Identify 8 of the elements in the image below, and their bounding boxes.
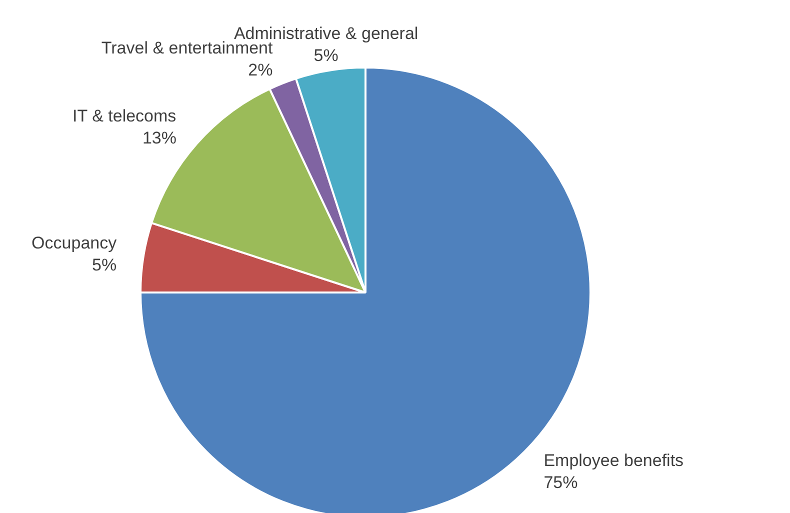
data-label: 75% bbox=[544, 473, 578, 492]
data-label: 5% bbox=[314, 46, 338, 66]
slice-label: IT & telecoms bbox=[72, 106, 176, 126]
data-label: 13% bbox=[142, 128, 176, 148]
data-label: 2% bbox=[248, 60, 273, 80]
data-label: 5% bbox=[92, 256, 117, 275]
slice-label: Employee benefits bbox=[544, 451, 684, 470]
slice-label: Occupancy bbox=[32, 234, 118, 253]
